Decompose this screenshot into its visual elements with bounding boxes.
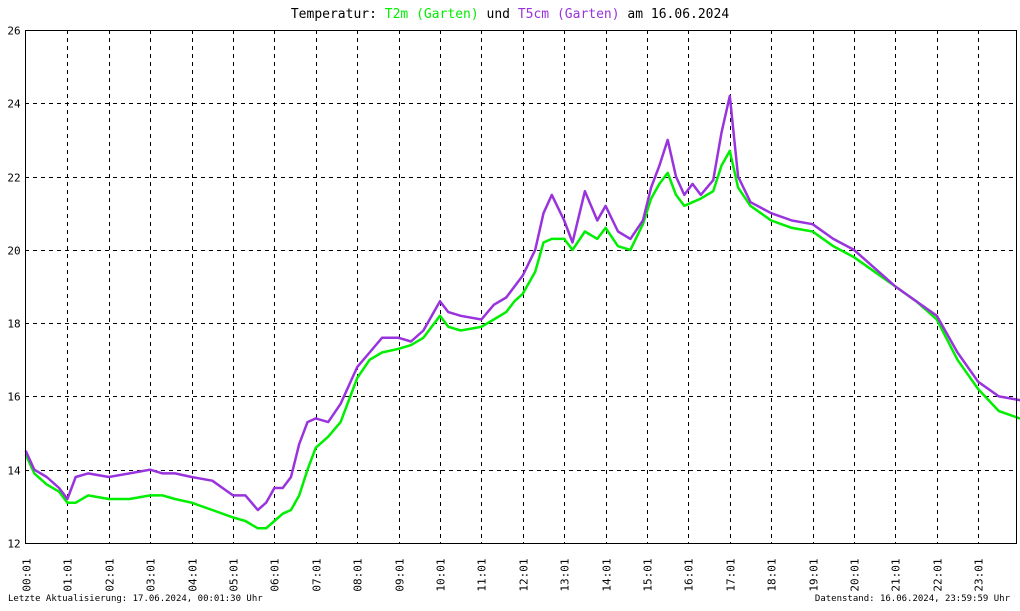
x-tick-label: 18:01: [766, 558, 779, 591]
x-tick-label: 03:01: [145, 558, 158, 591]
title-series2: T5cm (Garten): [518, 7, 620, 22]
y-tick-label: 26: [7, 25, 20, 38]
x-tick-label: 23:01: [973, 558, 986, 591]
x-tick-label: 07:01: [311, 558, 324, 591]
title-suffix: am 16.06.2024: [620, 7, 730, 22]
y-tick-label: 16: [7, 391, 20, 404]
y-tick-label: 12: [7, 538, 20, 551]
y-tick-label: 18: [7, 318, 20, 331]
x-tick-label: 15:01: [642, 558, 655, 591]
x-tick-label: 01:01: [62, 558, 75, 591]
x-tick-label: 21:01: [890, 558, 903, 591]
x-tick-label: 17:01: [725, 558, 738, 591]
x-tick-label: 00:01: [21, 558, 34, 591]
y-axis-ticks: 12 14 16 18 20 22 24 26: [7, 25, 21, 551]
x-tick-label: 11:01: [476, 558, 489, 591]
plot-frame: [25, 30, 1017, 544]
x-tick-label: 22:01: [932, 558, 945, 591]
x-tick-label: 19:01: [808, 558, 821, 591]
x-tick-label: 13:01: [559, 558, 572, 591]
x-tick-label: 02:01: [104, 558, 117, 591]
series-t5cm-line: [24, 94, 1020, 512]
x-tick-label: 10:01: [435, 558, 448, 591]
title-middle: und: [479, 7, 518, 22]
x-tick-label: 04:01: [187, 558, 200, 591]
x-axis-ticks: 00:01 01:01 02:01 03:01 04:01 05:01 06:01 07:01…: [21, 558, 986, 591]
x-tick-label: 12:01: [518, 558, 531, 591]
x-tick-label: 16:01: [683, 558, 696, 591]
series-layer: [24, 94, 1020, 530]
footer-last-update: Letzte Aktualisierung: 17.06.2024, 00:01…: [8, 594, 263, 604]
title-series1: T2m (Garten): [385, 7, 479, 22]
y-tick-label: 24: [7, 98, 21, 111]
y-tick-label: 22: [7, 172, 20, 185]
x-tick-label: 05:01: [228, 558, 241, 591]
title-prefix: Temperatur:: [291, 7, 385, 22]
x-tick-label: 09:01: [394, 558, 407, 591]
footer-data-status: Datenstand: 16.06.2024, 23:59:59 Uhr: [815, 594, 1011, 604]
x-tick-label: 08:01: [352, 558, 365, 591]
x-tick-label: 06:01: [269, 558, 282, 591]
y-tick-label: 14: [7, 465, 21, 478]
chart-title: Temperatur: T2m (Garten) und T5cm (Garte…: [291, 7, 729, 22]
x-tick-label: 20:01: [849, 558, 862, 591]
y-tick-label: 20: [7, 245, 20, 258]
series-t2m-line: [24, 149, 1020, 530]
grid-layer: [25, 30, 1016, 543]
x-tick-label: 14:01: [601, 558, 614, 591]
